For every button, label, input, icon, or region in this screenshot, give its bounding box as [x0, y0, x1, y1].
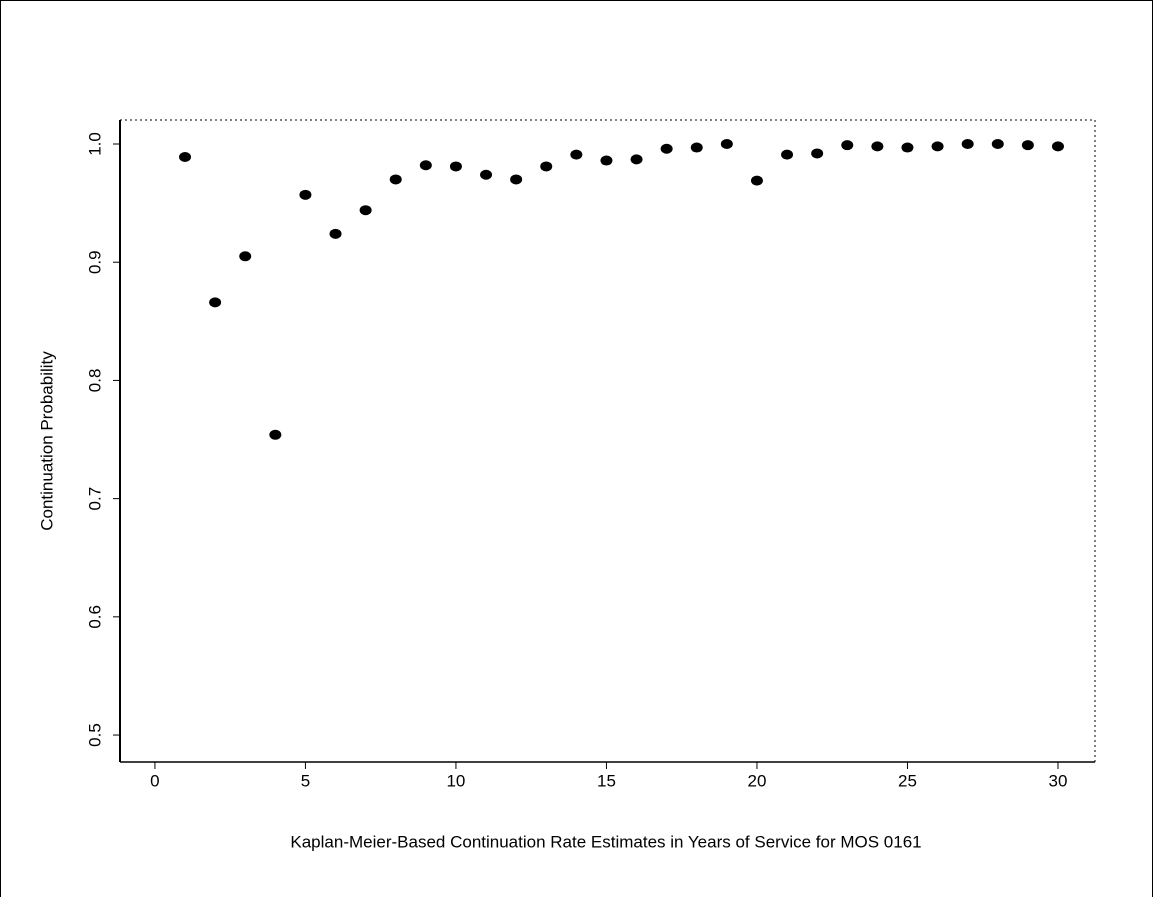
point	[901, 142, 914, 153]
point	[1021, 140, 1034, 151]
y-tick-label: 0.5	[85, 723, 104, 747]
point	[630, 154, 643, 165]
point	[841, 140, 854, 151]
point	[570, 149, 583, 160]
point	[419, 160, 432, 171]
point	[1051, 141, 1064, 152]
x-axis-label: Kaplan-Meier-Based Continuation Rate Est…	[290, 832, 921, 851]
point	[510, 174, 523, 185]
point	[480, 169, 493, 180]
point	[811, 148, 824, 159]
x-tick-label: 10	[446, 771, 465, 790]
point	[299, 189, 312, 200]
y-axis-label: Continuation Probability	[37, 351, 56, 531]
point	[991, 138, 1004, 149]
x-tick-label: 20	[747, 771, 766, 790]
point	[750, 175, 763, 186]
y-tick-label: 0.9	[85, 250, 104, 274]
y-tick-label: 1.0	[85, 132, 104, 156]
point	[600, 155, 613, 166]
point	[329, 228, 342, 239]
point	[781, 149, 794, 160]
x-tick-label: 5	[301, 771, 310, 790]
point	[961, 138, 974, 149]
point	[269, 429, 282, 440]
point	[660, 143, 673, 154]
point	[690, 142, 703, 153]
point	[209, 297, 222, 308]
x-tick-label: 0	[150, 771, 159, 790]
x-tick-label: 15	[597, 771, 616, 790]
point	[359, 205, 372, 216]
x-tick-label: 25	[898, 771, 917, 790]
point	[871, 141, 884, 152]
y-tick-label: 0.7	[85, 487, 104, 511]
y-tick-label: 0.6	[85, 605, 104, 629]
y-tick-label: 0.8	[85, 369, 104, 393]
point	[931, 141, 944, 152]
point	[389, 174, 402, 185]
point	[239, 251, 252, 262]
x-tick-label: 30	[1049, 771, 1068, 790]
point	[179, 151, 192, 162]
point	[540, 161, 553, 172]
point	[720, 138, 733, 149]
point	[449, 161, 462, 172]
